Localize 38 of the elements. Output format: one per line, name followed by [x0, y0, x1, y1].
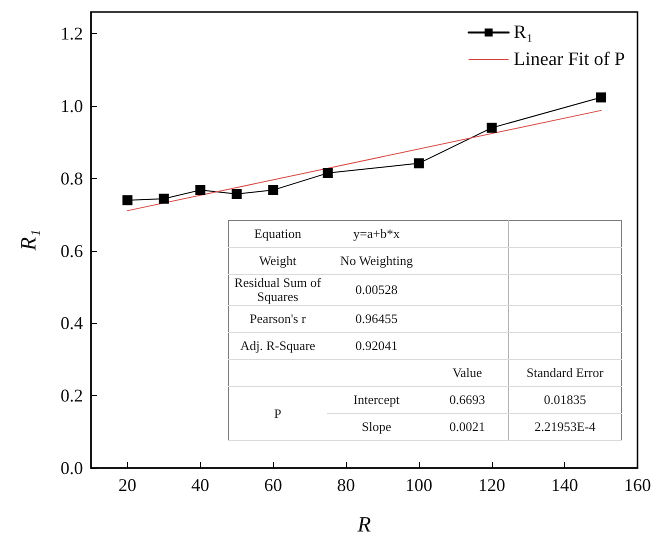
- annotation: 0.0021: [426, 414, 508, 440]
- x-tick-label: 40: [191, 475, 210, 495]
- legend-label: Linear Fit of P: [514, 49, 626, 70]
- annotation: Slope: [326, 414, 426, 440]
- annotation: No Weighting: [326, 248, 426, 274]
- y-tick-label: 1.0: [60, 96, 83, 116]
- y-tick-label: 0.2: [60, 386, 83, 406]
- y-tick-label: 0.0: [60, 458, 83, 478]
- annotation: Residual Sum of Squares: [228, 274, 326, 306]
- y-tick-label: 0.4: [60, 313, 83, 334]
- x-axis-title: R: [356, 512, 372, 536]
- x-tick-label: 160: [624, 475, 651, 495]
- annotation: y=a+b*x: [326, 220, 426, 248]
- annotation: Standard Error: [508, 360, 622, 386]
- annotation: 0.92041: [326, 332, 426, 360]
- annotation: 2.21953E-4: [508, 414, 622, 440]
- annotation: 0.00528: [326, 274, 426, 306]
- y-tick-label: 0.8: [60, 168, 83, 188]
- x-tick-label: 60: [264, 475, 282, 495]
- y-tick-label: 0.6: [60, 240, 83, 261]
- annotation: Value: [426, 360, 508, 386]
- legend-label: R₁: [514, 22, 533, 43]
- annotation: Weight: [228, 248, 326, 274]
- annotation: Adj. R-Square: [228, 332, 326, 360]
- x-tick-label: 120: [478, 475, 506, 495]
- y-axis-title: R₁: [16, 229, 40, 252]
- annotation: Pearson's r: [228, 306, 326, 332]
- x-tick-label: 100: [405, 475, 432, 495]
- x-tick-label: 20: [118, 475, 136, 495]
- annotation: P: [228, 386, 326, 440]
- annotation: Intercept: [326, 386, 426, 414]
- x-tick-label: 140: [551, 475, 578, 495]
- annotation: Equation: [228, 220, 326, 248]
- annotation: 0.96455: [326, 306, 426, 332]
- annotation: 0.01835: [508, 386, 622, 414]
- y-tick-label: 1.2: [60, 24, 83, 44]
- annotation: 0.6693: [426, 386, 508, 414]
- x-tick-label: 80: [337, 475, 356, 495]
